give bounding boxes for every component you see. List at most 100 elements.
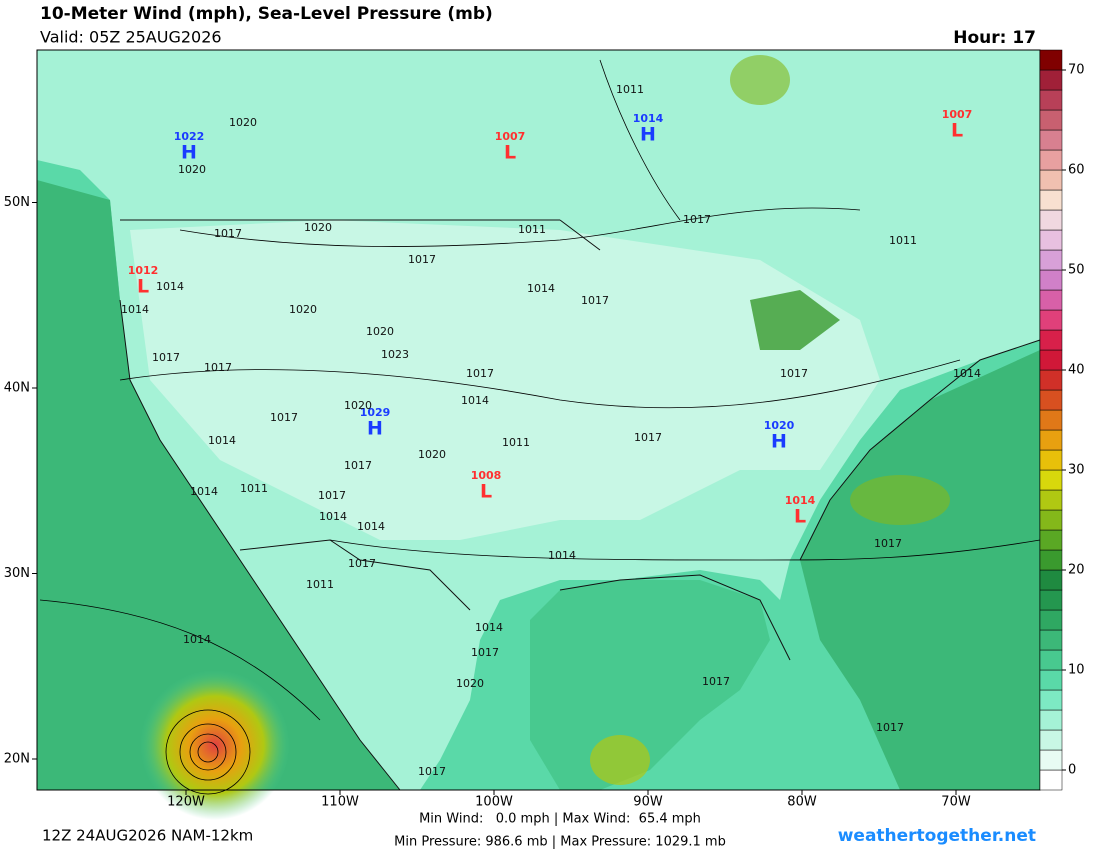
colorbar-segment (1039, 469, 1063, 491)
isobars (39, 59, 1041, 795)
colorbar-segment (1039, 349, 1063, 371)
isobar-label: 1014 (548, 549, 576, 562)
isobar-label: 1017 (683, 213, 711, 226)
center-pressure: 1022 (174, 130, 205, 143)
isobar-label: 1014 (121, 303, 149, 316)
lon-label: 110W (321, 795, 359, 810)
center-type: L (480, 481, 492, 503)
isobar-label: 1017 (214, 227, 242, 240)
isobar-label: 1017 (152, 351, 180, 364)
isobar-label: 1017 (348, 557, 376, 570)
colorbar-segment (1039, 89, 1063, 111)
isobar-label: 1014 (461, 394, 489, 407)
isobar-label: 1017 (634, 431, 662, 444)
center-pressure: 1014 (633, 112, 664, 125)
model-run: 12Z 24AUG2026 NAM-12km (42, 827, 253, 845)
colorbar-segment (1039, 589, 1063, 611)
colorbar-segment (1039, 429, 1063, 451)
lat-label: 20N (4, 752, 30, 767)
colorbar-segment (1039, 409, 1063, 431)
isobar-label: 1017 (874, 537, 902, 550)
isobar-label: 1014 (208, 434, 236, 447)
map-area (36, 49, 1041, 820)
great-lakes (750, 290, 840, 350)
colorbar-segment (1039, 749, 1063, 771)
center-type: H (181, 142, 197, 164)
colorbar-segment (1039, 169, 1063, 191)
isobar-label: 1017 (318, 489, 346, 502)
pressure-stats: Min Pressure: 986.6 mb | Max Pressure: 1… (394, 835, 726, 850)
colorbar-segment (1039, 49, 1063, 71)
isobar-label: 1017 (270, 411, 298, 424)
lon-label: 80W (787, 795, 817, 810)
forecast-hour: Hour: 17 (953, 28, 1036, 48)
isobar-label: 1020 (344, 399, 372, 412)
isobar-label: 1017 (876, 721, 904, 734)
lat-label: 50N (4, 195, 30, 210)
colorbar-segment (1039, 609, 1063, 631)
center-type: L (794, 506, 806, 528)
isobar-label: 1017 (702, 675, 730, 688)
pacific (37, 180, 400, 790)
pressure-labels: 1022H1012L1007L1014H1007L1029H1008L1020H… (121, 83, 981, 778)
isobar-label: 1014 (319, 510, 347, 523)
isobar-label: 1020 (178, 163, 206, 176)
center-pressure: 1008 (471, 469, 502, 482)
colorbar-segment (1039, 389, 1063, 411)
isobar-label: 1017 (471, 646, 499, 659)
wind-max (730, 55, 790, 105)
colorbar-segment (1039, 249, 1063, 271)
wind-stats: Min Wind: 0.0 mph | Max Wind: 65.4 mph (419, 812, 701, 827)
colorbar-segment (1039, 69, 1063, 91)
colorbar-segment (1039, 329, 1063, 351)
isobar-label: 1011 (502, 436, 530, 449)
colorbar-segment (1039, 529, 1063, 551)
colorbar-label: 20 (1068, 563, 1085, 578)
center-type: H (771, 431, 787, 453)
colorbar-segment (1039, 449, 1063, 471)
valid-time: Valid: 05Z 25AUG2026 (40, 28, 222, 47)
isobar-label: 1014 (527, 282, 555, 295)
colorbar-segment (1039, 729, 1063, 751)
wind-max (850, 475, 950, 525)
isobar-label: 1011 (616, 83, 644, 96)
lat-label: 30N (4, 566, 30, 581)
colorbar-segment (1039, 309, 1063, 331)
colorbar-label: 50 (1068, 263, 1085, 278)
land-calm (130, 220, 880, 540)
isobar-label: 1011 (518, 223, 546, 236)
lon-label: 70W (941, 795, 971, 810)
colorbar-label: 70 (1068, 63, 1085, 78)
isobar-label: 1017 (204, 361, 232, 374)
colorbar-label: 60 (1068, 163, 1085, 178)
colorbar-segment (1039, 269, 1063, 291)
isobar-label: 1017 (581, 294, 609, 307)
isobar-label: 1020 (229, 116, 257, 129)
colorbar-segment (1039, 369, 1063, 391)
isobar-label: 1023 (381, 348, 409, 361)
colorbar-label: 10 (1068, 663, 1085, 678)
isobar-label: 1020 (304, 221, 332, 234)
colorbar-segment (1039, 289, 1063, 311)
colorbar-segment (1039, 629, 1063, 651)
colorbar-segment (1039, 549, 1063, 571)
isobar-label: 1017 (780, 367, 808, 380)
isobar-label: 1011 (306, 578, 334, 591)
isobar-label: 1020 (366, 325, 394, 338)
title: 10-Meter Wind (mph), Sea-Level Pressure … (40, 4, 493, 24)
isobar-label: 1017 (344, 459, 372, 472)
isobar-label: 1011 (889, 234, 917, 247)
colorbar-segment (1039, 509, 1063, 531)
isobar-label: 1014 (190, 485, 218, 498)
center-type: H (640, 124, 656, 146)
isobar-label: 1020 (418, 448, 446, 461)
isobar-label: 1014 (183, 633, 211, 646)
lon-label: 90W (633, 795, 663, 810)
isobar-label: 1017 (418, 765, 446, 778)
center-pressure: 1029 (360, 406, 391, 419)
site: weathertogether.net (838, 826, 1036, 846)
lon-label: 120W (167, 795, 205, 810)
colorbar-segment (1039, 709, 1063, 731)
isobar-label: 1017 (466, 367, 494, 380)
colorbar-label: 30 (1068, 463, 1085, 478)
